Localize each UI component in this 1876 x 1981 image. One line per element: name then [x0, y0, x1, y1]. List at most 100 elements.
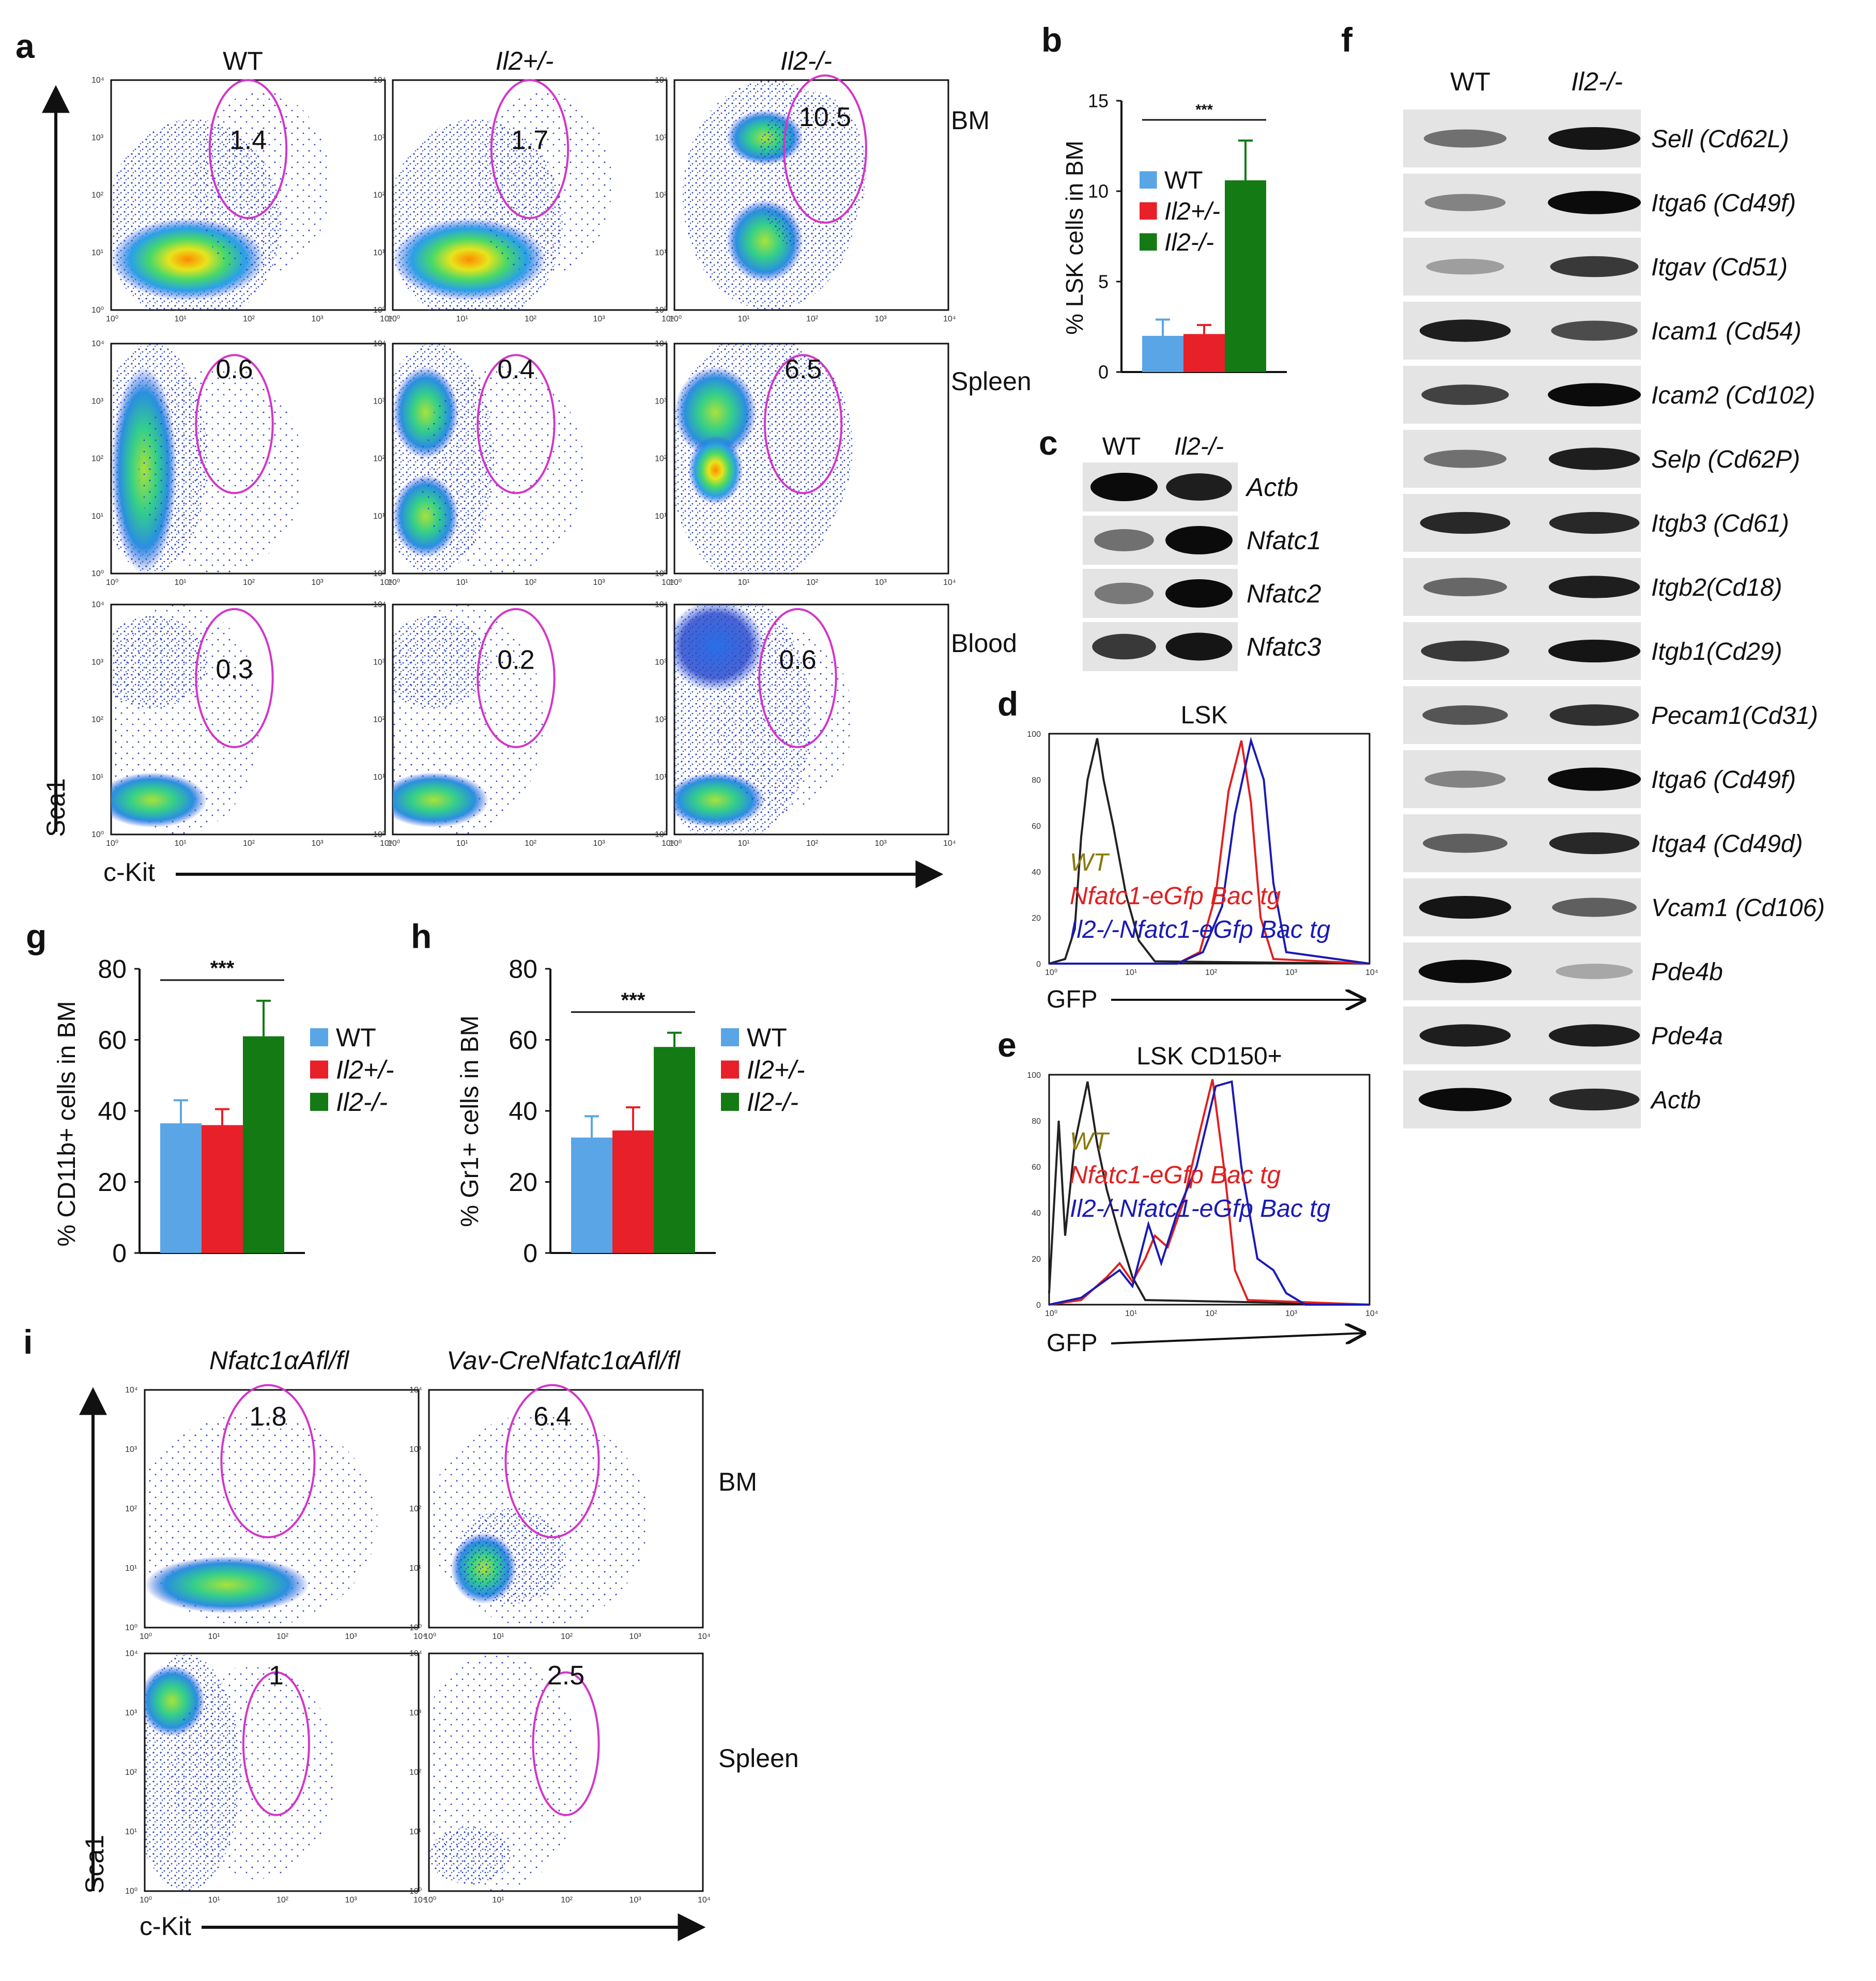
gate-percent: 2.5: [547, 1661, 585, 1691]
panel-b: b % LSK cells in BM 0 5 10 15 *** WT Il2+/- Il2…: [1041, 21, 1287, 383]
x-tick-label: 10²: [525, 839, 537, 848]
blot-band: [1551, 320, 1638, 341]
row-spleen-label: Spleen: [951, 367, 1032, 396]
hist-y-tick: 0: [1036, 960, 1041, 969]
blot-band: [1548, 639, 1641, 663]
hist-y-tick: 60: [1032, 1163, 1041, 1172]
bar-het: [1183, 334, 1225, 372]
y-tick-label: 10¹: [373, 773, 385, 782]
x-tick-label: 10⁰: [388, 578, 400, 587]
cell-scatter: [420, 366, 585, 574]
legend-swatch: [721, 1060, 739, 1079]
hist-y-tick: 80: [1032, 776, 1041, 785]
panel-h: h % Gr1+ cells in BM 0 20 40 60 80 *** WT Il2+/…: [411, 917, 805, 1268]
blot-band: [1548, 1024, 1640, 1047]
gene-label: Itga6 (Cd49f): [1651, 190, 1796, 217]
x-tick-label: 10²: [806, 839, 819, 848]
lsk-gate: [504, 1384, 600, 1539]
hist-legend: Il2-/-Nfatc1-eGfp Bac tg: [1070, 1195, 1330, 1222]
panel-f-label: f: [1341, 21, 1353, 59]
lsk-gate: [490, 79, 570, 219]
y-tick-label: 10⁰: [655, 830, 667, 839]
hist-y-tick: 0: [1036, 1301, 1041, 1310]
lsk-gate: [532, 1671, 600, 1816]
cell-scatter: [475, 91, 612, 276]
a-y-axis-label: Sca1: [41, 778, 70, 837]
y-tick-label: 10²: [91, 191, 104, 200]
x-tick-label: 10⁰: [140, 1896, 152, 1905]
x-tick-label: 10¹: [175, 315, 187, 323]
gene-label: Nfatc2: [1247, 579, 1321, 608]
e-x-arrow: [1111, 1333, 1364, 1344]
gene-label: Selp (Cd62P): [1651, 446, 1800, 473]
gene-label: Vcam1 (Cd106): [1651, 894, 1825, 922]
y-tick-label: 10²: [655, 455, 667, 463]
y-tick-label: 10³: [655, 658, 667, 667]
ko-histogram: [1049, 736, 1370, 965]
gate-percent: 1: [269, 1661, 284, 1691]
y-tick-label: 20: [98, 1168, 127, 1197]
c-col-ko: Il2-/-: [1174, 433, 1224, 460]
g-y-axis-label: % CD11b+ cells in BM: [53, 1001, 81, 1246]
y-tick-label: 10²: [125, 1768, 137, 1777]
x-tick-label: 10³: [629, 1896, 642, 1905]
cell-scatter: [715, 627, 853, 812]
significance-stars: ***: [621, 989, 645, 1012]
y-tick-label: 40: [509, 1097, 537, 1126]
x-tick-label: 10⁰: [106, 839, 118, 848]
x-tick-label: 10⁰: [669, 578, 682, 587]
gene-label: Sell (Cd62L): [1651, 126, 1789, 153]
y-tick-label: 10¹: [409, 1828, 421, 1836]
x-tick-label: 10¹: [208, 1896, 220, 1905]
y-tick-label: 10⁰: [373, 306, 386, 315]
y-tick-label: 10⁴: [655, 76, 668, 85]
y-tick-label: 10²: [91, 716, 104, 724]
cell-density: [145, 1556, 309, 1614]
wt-histogram: [1048, 1081, 1370, 1306]
hist-y-tick: 60: [1032, 822, 1041, 831]
gene-label: Nfatc1: [1247, 526, 1321, 555]
cell-scatter: [757, 91, 866, 253]
cell-scatter: [393, 616, 489, 708]
panel-g-label: g: [26, 917, 47, 955]
x-tick-label: 10⁰: [388, 315, 400, 323]
hist-x-tick: 10⁰: [1045, 1309, 1057, 1318]
y-tick-label: 10⁴: [655, 600, 668, 609]
y-tick-label: 10⁴: [91, 600, 104, 609]
y-tick-label: 10³: [409, 1709, 422, 1717]
x-tick-label: 10¹: [738, 839, 750, 848]
y-tick-label: 10²: [373, 191, 386, 200]
lsk-gate: [758, 608, 837, 748]
h-y-axis-label: % Gr1+ cells in BM: [456, 1015, 484, 1227]
x-tick-label: 10²: [276, 1896, 289, 1905]
hist-y-tick: 100: [1027, 730, 1041, 739]
x-tick-label: 10¹: [175, 839, 187, 848]
y-tick-label: 10⁰: [655, 569, 667, 578]
hist-legend: Nfatc1-eGfp Bac tg: [1070, 883, 1281, 910]
x-tick-label: 10⁴: [413, 1896, 426, 1905]
y-tick-label: 10⁴: [373, 76, 386, 85]
y-tick-label: 10³: [91, 133, 104, 142]
gene-label: Icam1 (Cd54): [1651, 318, 1802, 345]
legend-swatch: [721, 1093, 739, 1111]
legend-swatch: [310, 1093, 328, 1111]
panel-g: g % CD11b+ cells in BM 0 20 40 60 80 *** WT Il2…: [26, 917, 394, 1268]
row-blood-label: Blood: [951, 629, 1017, 658]
bar-ko: [1225, 180, 1266, 372]
gate-percent: 0.6: [216, 354, 253, 384]
x-tick-label: 10²: [243, 839, 255, 848]
y-tick-label: 10⁴: [125, 1386, 138, 1395]
plot-density: [145, 1653, 336, 1891]
y-tick-label: 10⁰: [655, 306, 667, 315]
y-tick-label: 10⁰: [91, 830, 104, 839]
y-tick-label: 20: [509, 1168, 537, 1197]
hist-x-tick: 10²: [1205, 1309, 1218, 1318]
x-tick-label: 10³: [312, 315, 324, 323]
y-tick-label: 10²: [91, 455, 104, 463]
